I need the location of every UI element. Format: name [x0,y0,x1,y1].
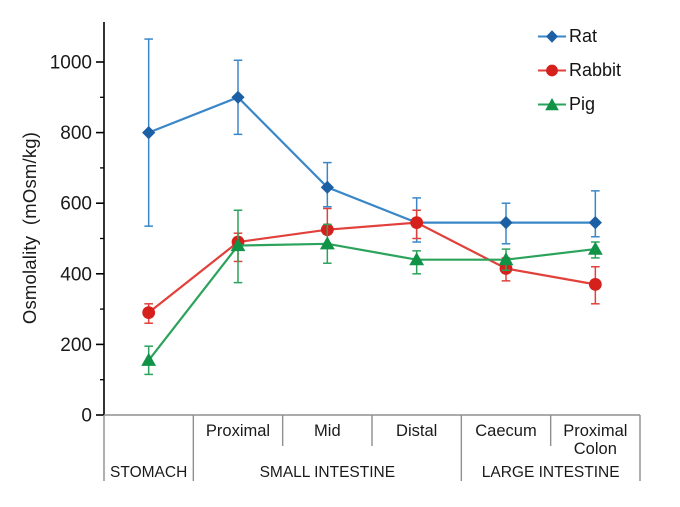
x-cell-label: Colon [574,440,617,458]
circle-marker [142,306,156,320]
diamond-marker [231,90,245,104]
y-axis-title: Osmolality (mOsm/kg) [19,131,40,325]
pig-triangle-icon [538,97,566,110]
y-tick-label: 1000 [50,53,92,74]
x-group-label: LARGE INTESTINE [482,464,620,481]
triangle-marker [319,236,335,250]
series-line [147,242,596,361]
legend-label-pig: Pig [569,93,596,114]
x-cell-label: Caecum [475,422,536,440]
y-tick-label: 600 [60,194,92,215]
y-tick-label: 0 [81,406,92,427]
legend: Rat Rabbit Pig [537,24,621,116]
diamond-marker [588,216,602,230]
legend-item-rat: Rat [537,24,621,48]
circle-marker [588,277,602,291]
triangle-marker [141,352,157,366]
y-tick-label: 200 [60,335,92,356]
x-cell-label: Proximal [563,422,627,440]
diamond-marker [142,126,156,140]
rabbit-circle-icon [538,64,566,76]
series-line [147,221,596,314]
legend-label-rat: Rat [569,25,598,46]
y-tick-label: 400 [60,264,92,285]
triangle-marker [230,238,246,252]
x-group-label: SMALL INTESTINE [260,464,396,481]
series-rat [142,38,602,245]
legend-item-pig: Pig [537,92,621,116]
x-cell-label: Proximal [206,422,270,440]
y-tick-label: 800 [60,123,92,144]
diamond-marker [499,216,513,230]
x-group-label: STOMACH [110,464,187,481]
triangle-marker [498,252,514,266]
y-axis: 0 200 400 600 800 1000 [50,22,105,427]
series-line [148,96,596,224]
x-axis-table: Proximal Mid Distal Caecum ProximalColonSTOM… [103,414,641,481]
legend-label-rabbit: Rabbit [569,59,622,80]
triangle-marker [409,252,425,266]
circle-marker [410,216,424,230]
triangle-marker [587,241,603,255]
rat-diamond-icon [538,29,566,43]
x-cell-label: Mid [314,422,341,440]
x-cell-label: Distal [396,422,437,440]
legend-item-rabbit: Rabbit [537,58,621,82]
series-rabbit [142,207,602,324]
diamond-marker [320,180,334,194]
series-pig [141,209,603,376]
